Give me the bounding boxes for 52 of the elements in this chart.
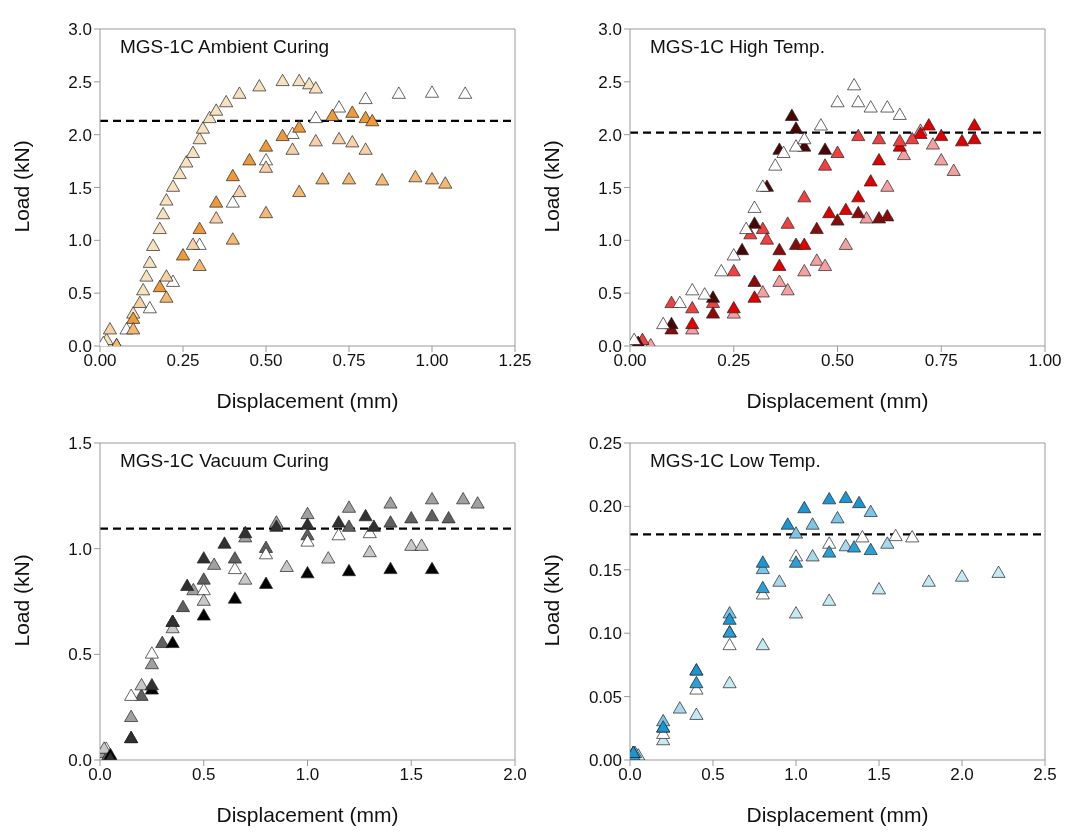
y-tick-label: 1.5 xyxy=(598,178,622,198)
x-tick-label: 0.5 xyxy=(701,765,725,785)
x-axis-title: Displacement (mm) xyxy=(746,389,929,412)
x-tick-label: 2.0 xyxy=(950,765,974,785)
x-tick-label: 1.5 xyxy=(867,765,891,785)
x-tick-label: 0.75 xyxy=(332,351,366,371)
x-axis-title: Displacement (mm) xyxy=(746,803,929,826)
x-tick-label: 0.25 xyxy=(717,351,751,371)
x-tick-label: 1.00 xyxy=(1028,351,1062,371)
y-tick-label: 2.5 xyxy=(598,72,622,92)
x-tick-label: 0.50 xyxy=(820,351,855,371)
y-tick-label: 0.15 xyxy=(588,560,622,580)
y-axis-title: Load (kN) xyxy=(10,554,34,647)
x-tick-label: 0.5 xyxy=(191,765,216,785)
y-tick-label: 1.0 xyxy=(68,231,92,251)
y-tick-label: 0.20 xyxy=(588,497,622,517)
chart-title: MGS-1C Low Temp. xyxy=(650,450,821,472)
y-tick-label: 0.5 xyxy=(598,284,622,304)
y-tick-label: 2.0 xyxy=(598,125,622,145)
x-tick-label: 0.0 xyxy=(88,765,112,785)
x-tick-label: 1.0 xyxy=(295,765,320,785)
y-axis-title: Load (kN) xyxy=(540,554,564,647)
x-tick-label: 1.5 xyxy=(399,765,424,785)
x-tick-label: 1.00 xyxy=(415,351,449,371)
y-tick-label: 1.5 xyxy=(68,434,92,454)
y-tick-label: 1.0 xyxy=(68,539,92,559)
chart-title: MGS-1C Vacuum Curing xyxy=(120,450,329,472)
chart-title: MGS-1C High Temp. xyxy=(650,36,825,58)
y-axis-title: Load (kN) xyxy=(10,140,34,233)
y-tick-label: 2.5 xyxy=(68,72,92,92)
x-tick-label: 0.0 xyxy=(618,765,642,785)
y-tick-label: 0.5 xyxy=(68,645,92,665)
x-axis-title: Displacement (mm) xyxy=(216,389,399,412)
x-tick-label: 1.0 xyxy=(784,765,808,785)
x-tick-label: 1.25 xyxy=(498,351,532,371)
y-tick-label: 1.0 xyxy=(598,231,622,251)
x-tick-label: 0.25 xyxy=(166,351,200,371)
y-tick-label: 3.0 xyxy=(598,20,622,40)
y-axis-title: Load (kN) xyxy=(540,140,564,233)
y-tick-label: 0.25 xyxy=(588,434,622,454)
chart-title: MGS-1C Ambient Curing xyxy=(120,36,330,58)
x-tick-label: 2.0 xyxy=(503,765,527,785)
x-tick-label: 0.75 xyxy=(924,351,958,371)
y-tick-label: 2.0 xyxy=(68,125,92,145)
x-tick-label: 0.50 xyxy=(249,351,283,371)
y-tick-label: 0.05 xyxy=(588,687,622,707)
y-tick-label: 1.5 xyxy=(68,178,92,198)
x-axis-title: Displacement (mm) xyxy=(216,803,399,826)
x-tick-label: 2.5 xyxy=(1033,765,1057,785)
y-tick-label: 3.0 xyxy=(68,20,92,40)
y-tick-label: 0.5 xyxy=(68,284,92,304)
y-tick-label: 0.10 xyxy=(588,624,622,644)
